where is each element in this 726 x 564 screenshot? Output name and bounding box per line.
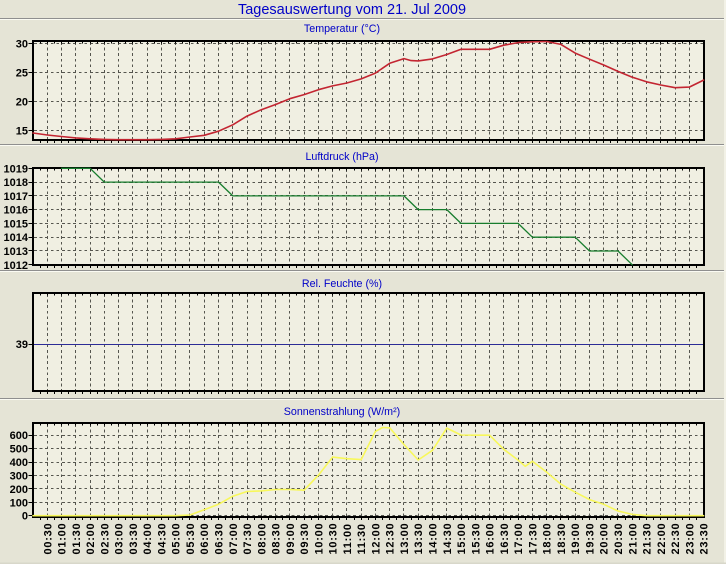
svg-text:10:30: 10:30 (328, 523, 340, 555)
svg-text:14:00: 14:00 (428, 523, 440, 555)
svg-text:06:00: 06:00 (199, 523, 211, 555)
svg-text:07:30: 07:30 (242, 523, 254, 555)
svg-text:16:00: 16:00 (485, 523, 497, 555)
svg-text:01:30: 01:30 (71, 523, 83, 555)
svg-text:100: 100 (10, 497, 28, 509)
svg-text:600: 600 (10, 430, 28, 442)
svg-text:06:30: 06:30 (214, 523, 226, 555)
svg-text:05:30: 05:30 (185, 523, 197, 555)
svg-text:Tagesauswertung vom 21. Jul 20: Tagesauswertung vom 21. Jul 2009 (238, 2, 466, 18)
svg-text:09:30: 09:30 (299, 523, 311, 555)
svg-text:21:30: 21:30 (642, 523, 654, 555)
svg-text:02:00: 02:00 (85, 523, 97, 555)
svg-text:11:00: 11:00 (342, 523, 354, 554)
svg-text:13:30: 13:30 (413, 523, 425, 555)
svg-text:1016: 1016 (4, 205, 28, 217)
svg-text:400: 400 (10, 457, 28, 469)
svg-text:1013: 1013 (4, 246, 28, 258)
svg-text:15: 15 (16, 126, 28, 138)
svg-text:13:00: 13:00 (399, 523, 411, 555)
svg-text:39: 39 (16, 339, 28, 351)
svg-text:1014: 1014 (4, 232, 29, 244)
svg-text:1018: 1018 (4, 177, 28, 189)
svg-text:01:00: 01:00 (57, 523, 69, 555)
svg-text:10:00: 10:00 (313, 523, 325, 555)
svg-text:08:00: 08:00 (256, 523, 268, 555)
svg-text:22:00: 22:00 (656, 523, 668, 555)
svg-text:Rel. Feuchte (%): Rel. Feuchte (%) (302, 278, 382, 290)
svg-text:04:00: 04:00 (142, 523, 154, 555)
svg-text:20:30: 20:30 (613, 523, 625, 555)
svg-text:08:30: 08:30 (271, 523, 283, 555)
svg-text:1015: 1015 (4, 218, 28, 230)
svg-text:15:00: 15:00 (456, 523, 468, 555)
svg-text:23:00: 23:00 (684, 523, 696, 555)
svg-text:15:30: 15:30 (470, 523, 482, 555)
svg-text:05:00: 05:00 (171, 523, 183, 555)
svg-text:25: 25 (16, 68, 28, 80)
svg-text:20: 20 (16, 97, 28, 109)
svg-text:17:30: 17:30 (527, 523, 539, 555)
svg-text:1019: 1019 (4, 163, 28, 175)
svg-text:18:30: 18:30 (556, 523, 568, 555)
svg-text:09:00: 09:00 (285, 523, 297, 555)
svg-text:18:00: 18:00 (542, 523, 554, 555)
svg-text:20:00: 20:00 (599, 523, 611, 555)
svg-text:11:30: 11:30 (356, 523, 368, 554)
svg-text:21:00: 21:00 (627, 523, 639, 555)
svg-text:0: 0 (22, 511, 28, 523)
svg-text:14:30: 14:30 (442, 523, 454, 555)
svg-text:300: 300 (10, 470, 28, 482)
svg-text:30: 30 (16, 39, 28, 51)
svg-text:22:30: 22:30 (670, 523, 682, 555)
svg-text:Luftdruck (hPa): Luftdruck (hPa) (305, 151, 378, 163)
svg-text:16:30: 16:30 (499, 523, 511, 555)
svg-text:23:30: 23:30 (699, 523, 711, 555)
svg-text:07:00: 07:00 (228, 523, 240, 555)
svg-text:200: 200 (10, 484, 28, 496)
svg-text:1017: 1017 (4, 191, 28, 203)
svg-text:02:30: 02:30 (99, 523, 111, 555)
svg-text:04:30: 04:30 (156, 523, 168, 555)
svg-text:Sonnenstrahlung (W/m²): Sonnenstrahlung (W/m²) (284, 406, 400, 418)
svg-text:00:30: 00:30 (42, 523, 54, 555)
svg-text:17:00: 17:00 (513, 523, 525, 555)
svg-text:03:30: 03:30 (128, 523, 140, 555)
svg-text:12:00: 12:00 (370, 523, 382, 555)
svg-text:1012: 1012 (4, 260, 28, 272)
svg-text:Temperatur (°C): Temperatur (°C) (304, 23, 380, 35)
svg-text:19:00: 19:00 (570, 523, 582, 555)
svg-text:03:00: 03:00 (114, 523, 126, 555)
svg-text:19:30: 19:30 (585, 523, 597, 555)
svg-text:500: 500 (10, 444, 28, 456)
svg-text:12:30: 12:30 (385, 523, 397, 555)
